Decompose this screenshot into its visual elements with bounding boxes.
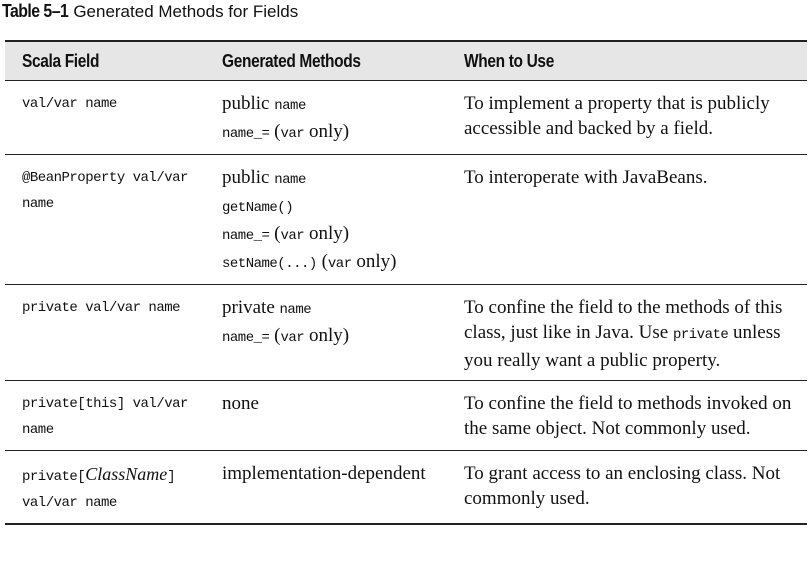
cell-when-to-use: To implement a property that is publicly… (464, 93, 770, 139)
table-row: private[this] val/var name none To confi… (5, 381, 807, 451)
table-row: val/var name public name name_= (var onl… (5, 81, 807, 155)
cell-scala-field: private[ClassName] val/var name (22, 464, 176, 511)
header-when-to-use: When to Use (464, 50, 554, 71)
cell-when-to-use: To interoperate with JavaBeans. (464, 167, 708, 188)
table-row: private[ClassName] val/var name implemen… (5, 451, 807, 524)
cell-generated-methods: public name getName() name_= (var only) … (222, 167, 397, 272)
table-number: Table 5–1 (2, 1, 69, 21)
generated-methods-table: Scala Field Generated Methods When to Us… (5, 40, 807, 525)
cell-when-to-use: To confine the field to methods invoked … (464, 393, 792, 439)
header-scala-field: Scala Field (22, 50, 100, 71)
cell-when-to-use: To grant access to an enclosing class. N… (464, 463, 781, 509)
cell-generated-methods: implementation-dependent (222, 463, 426, 484)
cell-scala-field: private[this] val/var name (22, 396, 188, 438)
cell-generated-methods: none (222, 393, 259, 414)
header-generated-methods: Generated Methods (222, 50, 361, 71)
header-row: Scala Field Generated Methods When to Us… (5, 41, 807, 81)
cell-generated-methods: public name name_= (var only) (222, 93, 350, 142)
table-row: @BeanProperty val/var name public name g… (5, 155, 807, 285)
table-row: private val/var name private name name_=… (5, 285, 807, 381)
table-caption: Table 5–1 Generated Methods for Fields (2, 1, 298, 25)
table-title: Generated Methods for Fields (73, 2, 299, 21)
cell-when-to-use: To confine the field to the methods of t… (464, 297, 783, 371)
cell-scala-field: @BeanProperty val/var name (22, 170, 188, 212)
cell-generated-methods: private name name_= (var only) (222, 297, 350, 346)
cell-scala-field: private val/var name (22, 300, 181, 316)
cell-scala-field: val/var name (22, 96, 117, 112)
